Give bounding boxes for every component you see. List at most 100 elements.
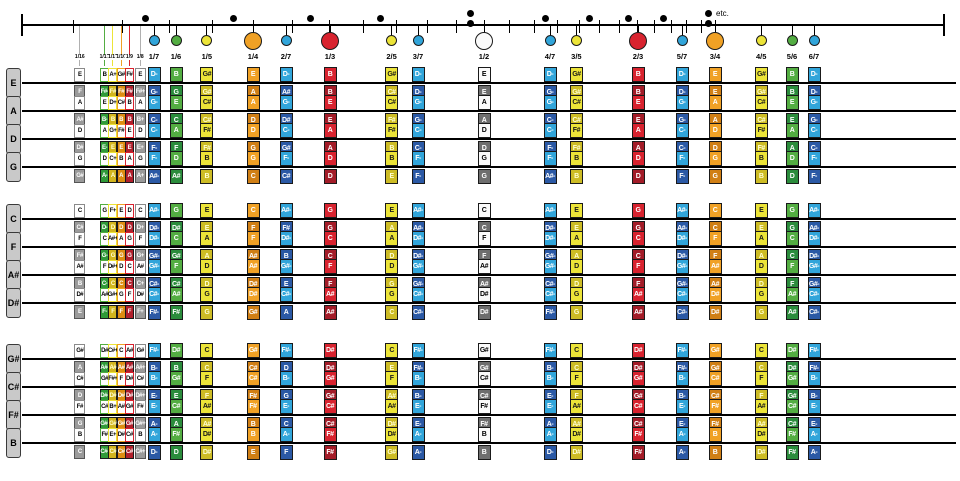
string-line <box>22 274 956 276</box>
harmonic-note-box: C# <box>477 370 491 386</box>
harmonic-note-box: D- <box>675 66 689 82</box>
harmonic-stem <box>206 25 208 41</box>
harmonic-note-box: A#- <box>543 202 557 218</box>
touch-note-box: C# <box>124 444 134 459</box>
harmonic-note-box: A <box>323 122 337 138</box>
string-line <box>22 358 956 360</box>
harmonic-note-box: A- <box>807 426 821 442</box>
harmonic-stem <box>791 25 793 41</box>
fret-tick <box>578 20 580 33</box>
harmonic-note-box: G# <box>169 370 183 386</box>
harmonic-note-box: C <box>631 230 645 246</box>
harmonic-note-box: F# <box>74 399 86 414</box>
harmonic-note-box: G# <box>246 342 260 358</box>
harmonic-circle <box>570 35 582 46</box>
inlay-dot <box>229 14 237 22</box>
fret-tick <box>533 20 535 33</box>
touch-note-box: D# <box>200 444 214 460</box>
touch-note-box: G# <box>246 304 260 320</box>
harmonic-note-box: F#- <box>279 342 293 358</box>
harmonic-note-box: G# <box>385 66 399 82</box>
node-line <box>79 25 81 66</box>
touch-note-box: F- <box>675 168 689 184</box>
harmonic-note-box: D# <box>246 286 260 302</box>
harmonic-note-box: D#- <box>807 230 821 246</box>
harmonic-note-box: C# <box>754 94 768 110</box>
harmonic-note-box: D#- <box>543 230 557 246</box>
node-line <box>139 25 141 66</box>
harmonic-note-box: F <box>169 258 183 274</box>
touch-note-box: C# <box>279 168 293 184</box>
harmonic-note-box: F <box>569 370 583 386</box>
touch-note-box: A <box>279 304 293 320</box>
harmonic-note-box: F# <box>708 398 722 414</box>
string-label: A <box>6 96 21 126</box>
harmonic-note-box: D- <box>411 66 425 82</box>
touch-note-box: G <box>477 168 491 184</box>
harmonic-note-box: F <box>246 230 260 246</box>
harmonic-note-box: F#- <box>675 342 689 358</box>
harmonic-circle <box>386 35 398 46</box>
harmonic-note-box: B <box>385 150 399 166</box>
harmonic-note-box: G- <box>543 94 557 110</box>
harmonic-note-box: G <box>246 150 260 166</box>
touch-note-box: D- <box>147 444 161 460</box>
touch-note-box: B <box>477 444 491 460</box>
harmonic-note-box: C# <box>169 398 183 414</box>
fret-tick <box>618 20 620 33</box>
harmonic-note-box: D# <box>74 287 86 302</box>
harmonic-note-box: D <box>385 258 399 274</box>
harmonic-note-box: G <box>124 231 134 246</box>
fret-tick <box>456 20 458 33</box>
harmonic-circle <box>629 31 647 50</box>
harmonic-note-box: A# <box>708 258 722 274</box>
harmonic-note-box: A# <box>477 258 491 274</box>
harmonic-note-box: D- <box>543 66 557 82</box>
string-line <box>22 138 956 140</box>
harmonic-note-box: A#- <box>675 202 689 218</box>
touch-note-box: B <box>754 168 768 184</box>
harmonic-note-box: B <box>569 150 583 166</box>
harmonic-circle <box>280 35 292 46</box>
harmonic-note-box: F <box>631 258 645 274</box>
harmonic-note-box: A <box>74 95 86 110</box>
touch-note-box: F# <box>323 444 337 460</box>
harmonic-note-box: F# <box>477 398 491 414</box>
touch-note-box: A- <box>675 444 689 460</box>
touch-note-box: G# <box>74 168 86 183</box>
harmonic-note-box: F- <box>807 150 821 166</box>
harmonic-stem <box>175 25 177 41</box>
harmonic-note-box: C <box>385 342 399 358</box>
harmonic-note-box: C <box>200 342 214 358</box>
harmonic-note-box: E- <box>675 398 689 414</box>
harmonic-note-box: D#- <box>411 230 425 246</box>
harmonic-note-box: F <box>754 370 768 386</box>
touch-note-box: D# <box>754 444 768 460</box>
harmonic-note-box: E <box>246 66 260 82</box>
harmonic-note-box: C#- <box>675 286 689 302</box>
fret-tick <box>686 20 688 33</box>
touch-note-box: A# <box>785 304 799 320</box>
touch-note-box: B <box>708 444 722 460</box>
harmonic-note-box: E- <box>147 398 161 414</box>
harmonic-note-box: A- <box>675 426 689 442</box>
harmonic-note-box: A- <box>411 426 425 442</box>
fret-tick <box>426 20 428 33</box>
harmonic-note-box: G# <box>134 343 146 358</box>
touch-note-box: F- <box>411 168 425 184</box>
touch-note-box: F <box>124 304 134 319</box>
fraction-label: 3/5 <box>570 52 583 61</box>
harmonic-note-box: F# <box>134 399 146 414</box>
harmonic-note-box: F <box>708 230 722 246</box>
harmonic-note-box: F <box>200 370 214 386</box>
harmonic-note-box: G# <box>631 370 645 386</box>
touch-note-box: F# <box>631 444 645 460</box>
etc-label: etc. <box>716 9 729 18</box>
harmonic-note-box: G <box>477 150 491 166</box>
touch-note-box: C#- <box>807 304 821 320</box>
harmonic-note-box: C#- <box>279 286 293 302</box>
touch-note-box: C#- <box>411 304 425 320</box>
touch-note-box: D- <box>543 444 557 460</box>
harmonic-note-box: D <box>477 122 491 138</box>
touch-note-box: C#- <box>675 304 689 320</box>
